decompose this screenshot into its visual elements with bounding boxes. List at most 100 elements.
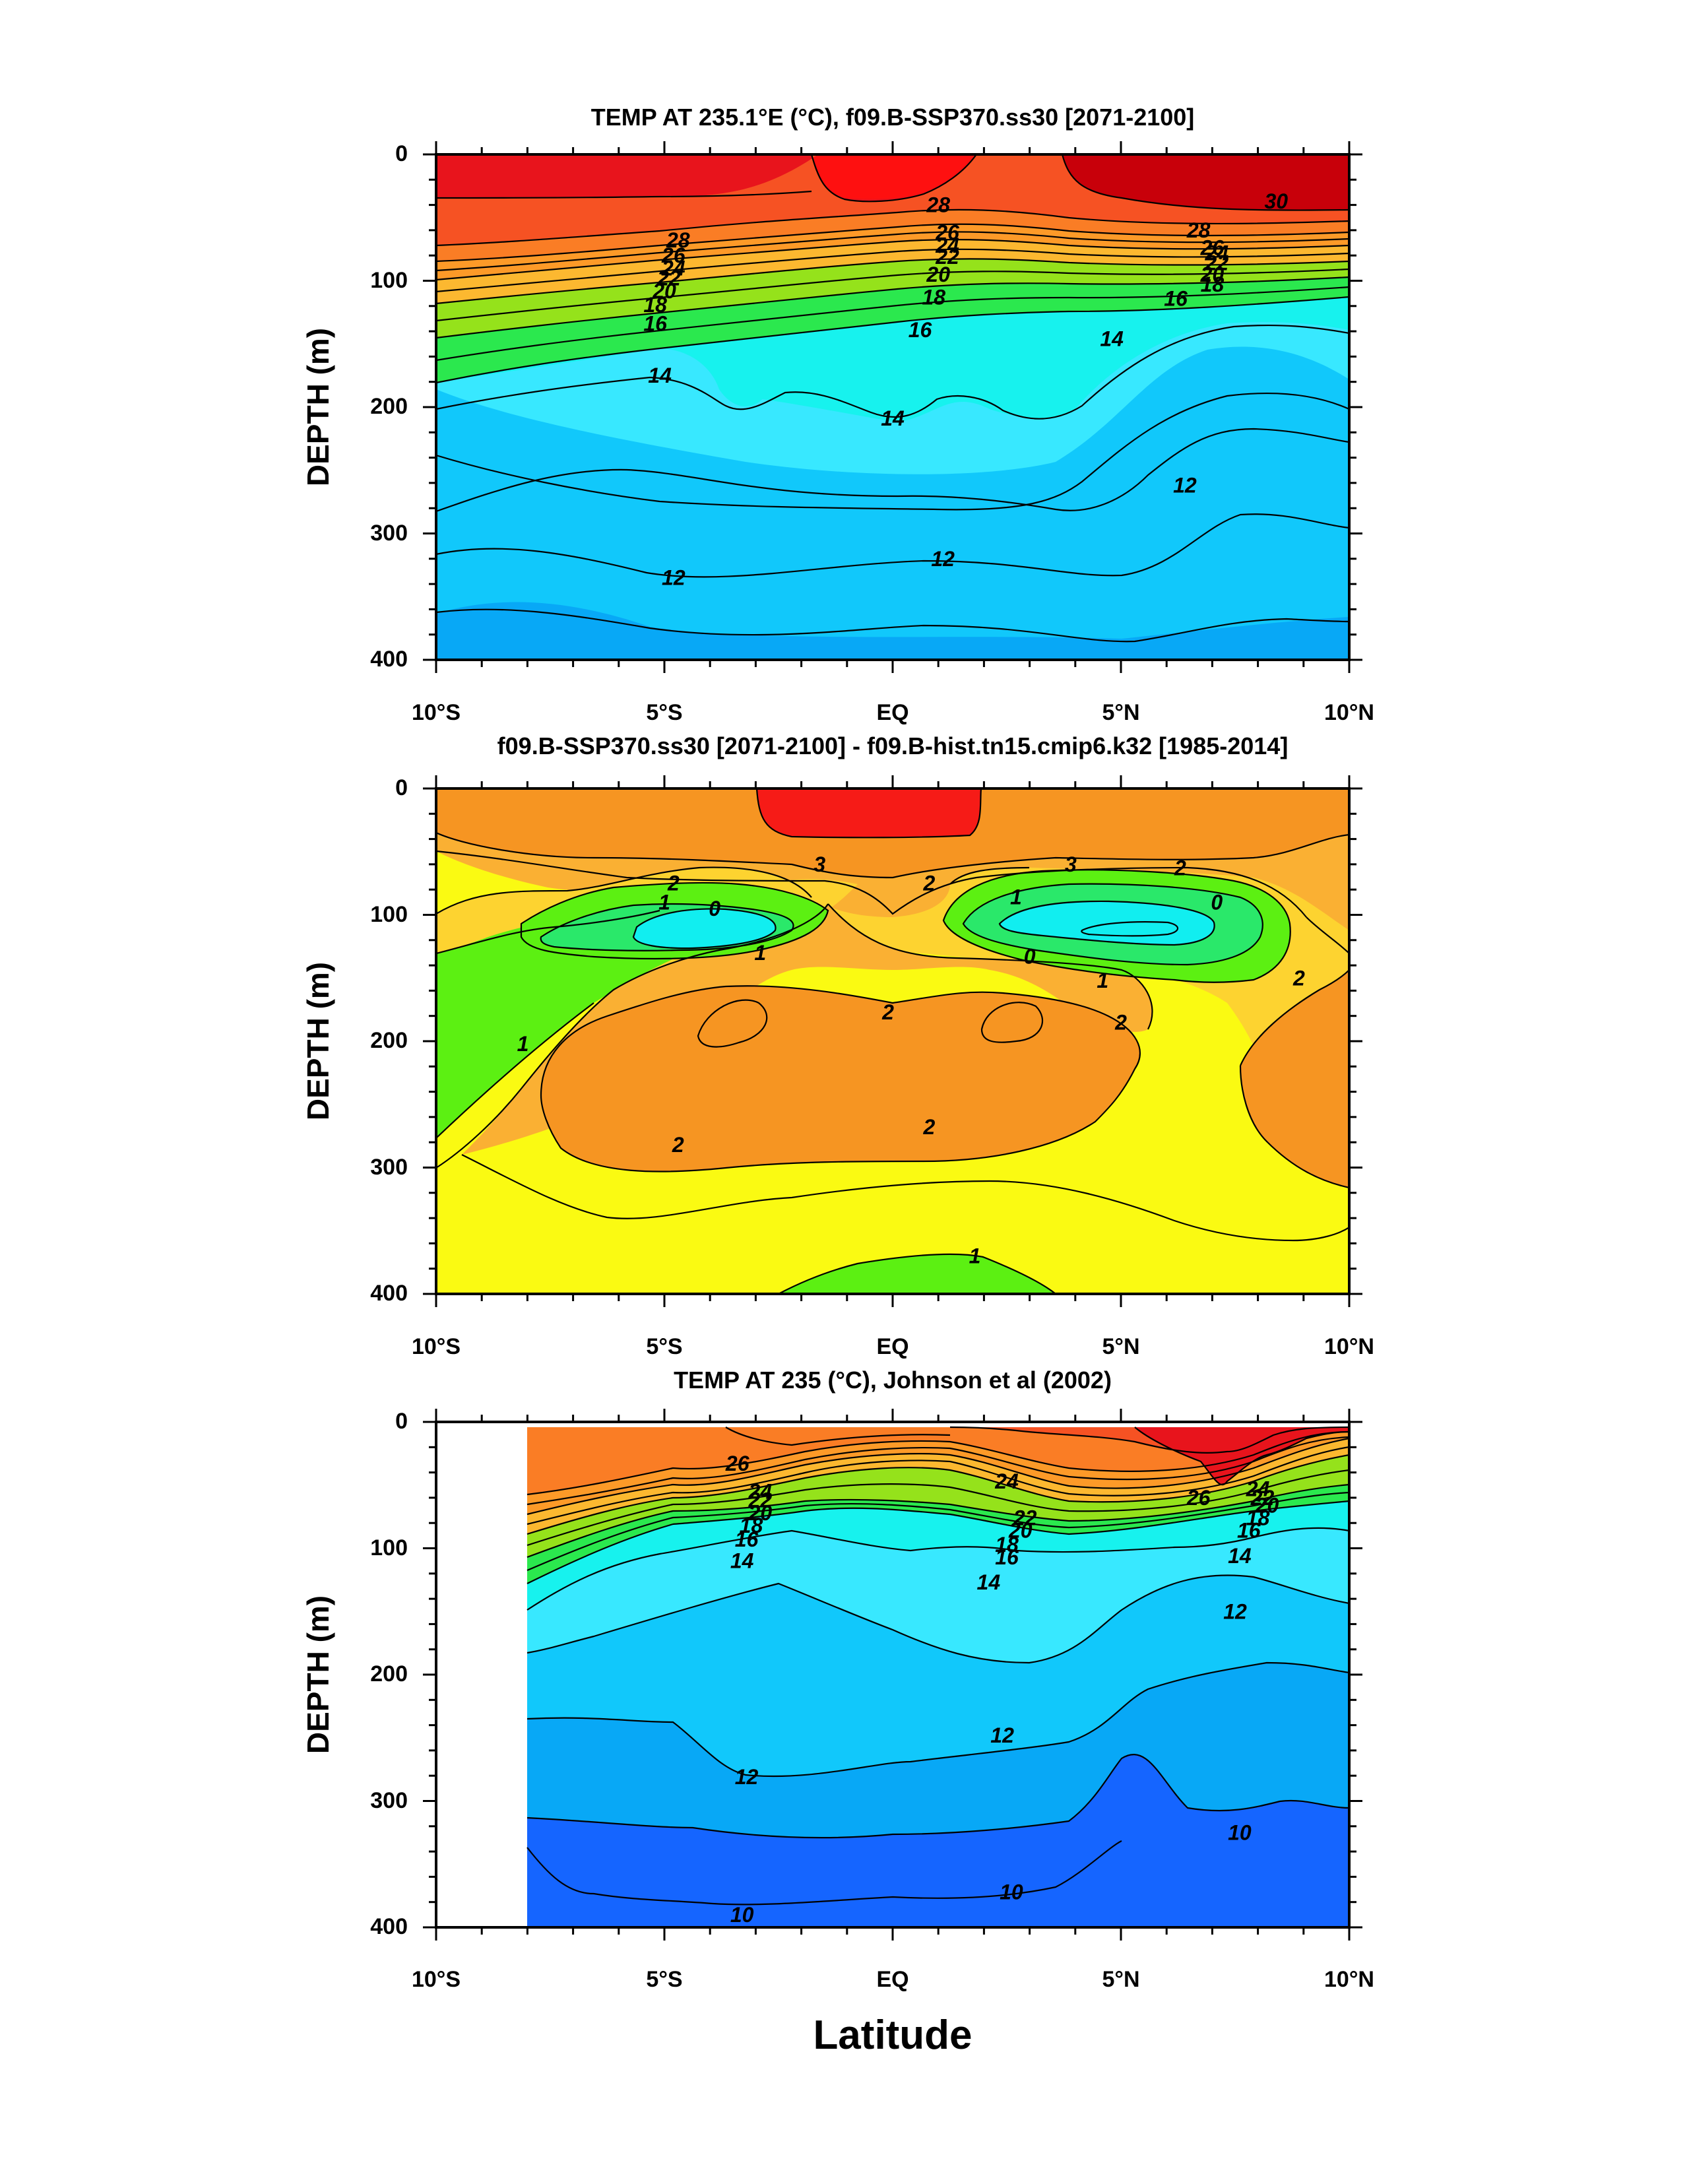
contour-label: 12 — [990, 1723, 1014, 1747]
contour-label: 18 — [995, 1533, 1019, 1557]
contour-label: 16 — [643, 312, 667, 336]
contour-label: 10 — [730, 1903, 754, 1927]
x-tick-label: 5°S — [646, 1967, 682, 1992]
contour-label: 1 — [969, 1244, 981, 1268]
x-tick-label: 10°N — [1324, 1967, 1374, 1992]
panel-2-ticks — [423, 775, 1362, 1307]
band-d25-right — [1240, 970, 1349, 1188]
panel-1-ticks — [423, 141, 1362, 673]
panel-3: TEMP AT 235 (°C), Johnson et al (2002) — [301, 1366, 1374, 1992]
y-tick-label: 400 — [370, 647, 408, 672]
contour-label: 18 — [1201, 273, 1225, 296]
y-tick-label: 100 — [370, 902, 408, 927]
contour-label: 26 — [661, 243, 685, 267]
contour-label: 14 — [977, 1570, 1001, 1594]
contour-label: 1 — [1097, 969, 1108, 992]
band-11 — [436, 602, 1349, 660]
panel-1-contour-lines — [436, 154, 1349, 643]
panel-1: TEMP AT 235.1°E (°C), f09.B-SSP370.ss30 … — [301, 104, 1374, 725]
x-tick-label: 5°S — [646, 700, 682, 725]
contour-label: 2 — [922, 872, 935, 895]
band-d3 — [757, 788, 981, 838]
panel-1-y-axis-label: DEPTH (m) — [301, 328, 335, 486]
panel-2-title: f09.B-SSP370.ss30 [2071-2100] - f09.B-hi… — [497, 732, 1289, 759]
contour-label: 12 — [735, 1765, 759, 1789]
contour-label: 2 — [672, 1133, 684, 1157]
y-tick-label: 0 — [395, 775, 408, 800]
panel-1-y-tick-labels: 0 100 200 300 400 — [370, 141, 408, 672]
panel-2-filled-contours — [436, 788, 1349, 1294]
band-24-stack — [436, 209, 1349, 261]
x-tick-label: 5°N — [1102, 1967, 1139, 1992]
band-14-stack — [436, 297, 1349, 419]
panel-1-x-tick-labels: 10°S 5°S EQ 5°N 10°N — [412, 700, 1374, 725]
panel-3-ticks — [423, 1409, 1362, 1941]
contour-label: 18 — [1246, 1506, 1270, 1530]
x-tick-label: 5°S — [646, 1334, 682, 1359]
panel-3-y-tick-labels: 0 100 200 300 400 — [370, 1409, 408, 1939]
contour-label: 24 — [1205, 241, 1229, 265]
band-30 — [1062, 154, 1349, 210]
contour-label: 1 — [754, 941, 766, 965]
y-tick-label: 200 — [370, 394, 408, 419]
contour-label: 1 — [1010, 885, 1022, 909]
x-tick-label: 10°S — [412, 1334, 461, 1359]
contour-label: 2 — [922, 1115, 935, 1139]
band-26-stack — [436, 154, 1349, 245]
y-tick-label: 300 — [370, 521, 408, 546]
contour-label: 30 — [1264, 189, 1288, 213]
contour-label: 2 — [667, 872, 680, 895]
contour-label: 14 — [881, 406, 905, 430]
contour-label: 18 — [740, 1514, 763, 1537]
contour-label: 14 — [1100, 327, 1124, 351]
contour-label: 0 — [1024, 945, 1036, 969]
x-tick-label: 10°S — [412, 700, 461, 725]
panel-3-title: TEMP AT 235 (°C), Johnson et al (2002) — [674, 1366, 1112, 1394]
contour-label: 2 — [1114, 1010, 1127, 1034]
panel-1-title: TEMP AT 235.1°E (°C), f09.B-SSP370.ss30 … — [591, 104, 1195, 131]
contour-label: 26 — [1200, 236, 1225, 260]
contour-label: 10 — [1228, 1820, 1252, 1844]
contour-label: 12 — [931, 547, 955, 571]
contour-label: 20 — [926, 263, 950, 286]
band-o28 — [1135, 1427, 1349, 1485]
contour-label: 20 — [1200, 263, 1225, 286]
contour-label: 24 — [935, 234, 959, 257]
y-tick-label: 200 — [370, 1028, 408, 1053]
x-tick-label: 10°N — [1324, 700, 1374, 725]
band-d2-upper — [436, 788, 1349, 1095]
panel-2: f09.B-SSP370.ss30 [2071-2100] - f09.B-hi… — [301, 732, 1374, 1359]
x-tick-label: EQ — [876, 1967, 908, 1992]
x-tick-label: EQ — [876, 700, 908, 725]
contour-label: 2 — [1174, 856, 1186, 880]
contour-label: 0 — [1211, 890, 1223, 914]
contour-label: 20 — [1255, 1493, 1279, 1517]
contour-label: 22 — [1205, 251, 1229, 275]
panel-3-contour-lines — [526, 1426, 1349, 1906]
contour-label: 26 — [1186, 1486, 1211, 1510]
contour-label: 22 — [748, 1489, 773, 1512]
contour-label: 1 — [658, 890, 670, 914]
band-22-stack — [436, 224, 1349, 280]
band-d05-bottom — [779, 1254, 1056, 1294]
panel-3-filled-contours — [527, 1427, 1349, 1927]
contour-label: 2 — [1292, 966, 1305, 990]
contour-label: 22 — [935, 245, 959, 269]
band-d05-left — [436, 901, 818, 1138]
contour-label: 22 — [656, 267, 681, 290]
y-tick-label: 400 — [370, 1281, 408, 1306]
x-tick-label: EQ — [876, 1334, 908, 1359]
contour-label: 14 — [1228, 1544, 1252, 1568]
contour-label: 0 — [709, 897, 720, 920]
contour-label: 18 — [643, 293, 667, 317]
contour-label: 14 — [648, 364, 672, 387]
contour-label: 16 — [995, 1545, 1019, 1569]
band-30-eq — [812, 154, 976, 199]
band-dneg-left — [633, 909, 776, 949]
contour-label: 12 — [1223, 1599, 1247, 1623]
band-18-stack — [436, 259, 1349, 338]
y-tick-label: 300 — [370, 1788, 408, 1813]
